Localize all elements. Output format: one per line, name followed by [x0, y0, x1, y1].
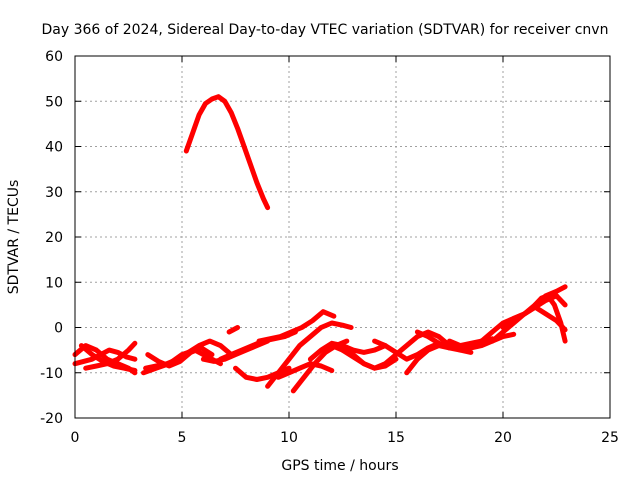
- y-tick-label: 0: [54, 321, 63, 337]
- series-arc-7: [145, 345, 215, 369]
- y-tick-label: -20: [40, 411, 63, 427]
- x-axis-label: GPS time / hours: [281, 458, 398, 474]
- series-arc-23: [447, 331, 517, 351]
- series-arc-13: [265, 320, 354, 389]
- grid: [75, 56, 610, 418]
- axis-ticks: 0 5 10 15 20 25 -20 -10 0 10 20 30 40 50 60: [40, 49, 619, 446]
- y-tick-label: 60: [45, 49, 63, 65]
- chart-title: Day 366 of 2024, Sidereal Day-to-day VTE…: [42, 22, 609, 38]
- x-tick-label: 20: [494, 430, 512, 446]
- series-arc-16: [307, 340, 388, 362]
- x-tick-label: 15: [387, 430, 405, 446]
- series-arc-14: [275, 361, 335, 380]
- y-tick-label: 40: [45, 140, 63, 156]
- series-arc-28: [521, 304, 568, 333]
- plot-area: [72, 94, 568, 394]
- x-tick-label: 5: [178, 430, 187, 446]
- series-arc-4: [83, 340, 138, 371]
- x-tick-label: 25: [601, 430, 619, 446]
- y-tick-label: -10: [40, 366, 63, 382]
- y-tick-label: 10: [45, 275, 63, 291]
- y-axis-label: SDTVAR / TECUs: [6, 180, 22, 295]
- series-arc-10: [226, 325, 241, 335]
- series-arc-12: [256, 309, 337, 344]
- series-arc-peak: [183, 94, 271, 211]
- x-tick-label: 0: [71, 430, 80, 446]
- y-tick-label: 20: [45, 230, 63, 246]
- y-tick-label: 50: [45, 94, 63, 110]
- x-tick-label: 10: [280, 430, 298, 446]
- series-arc-18: [340, 347, 399, 371]
- y-tick-label: 30: [45, 185, 63, 201]
